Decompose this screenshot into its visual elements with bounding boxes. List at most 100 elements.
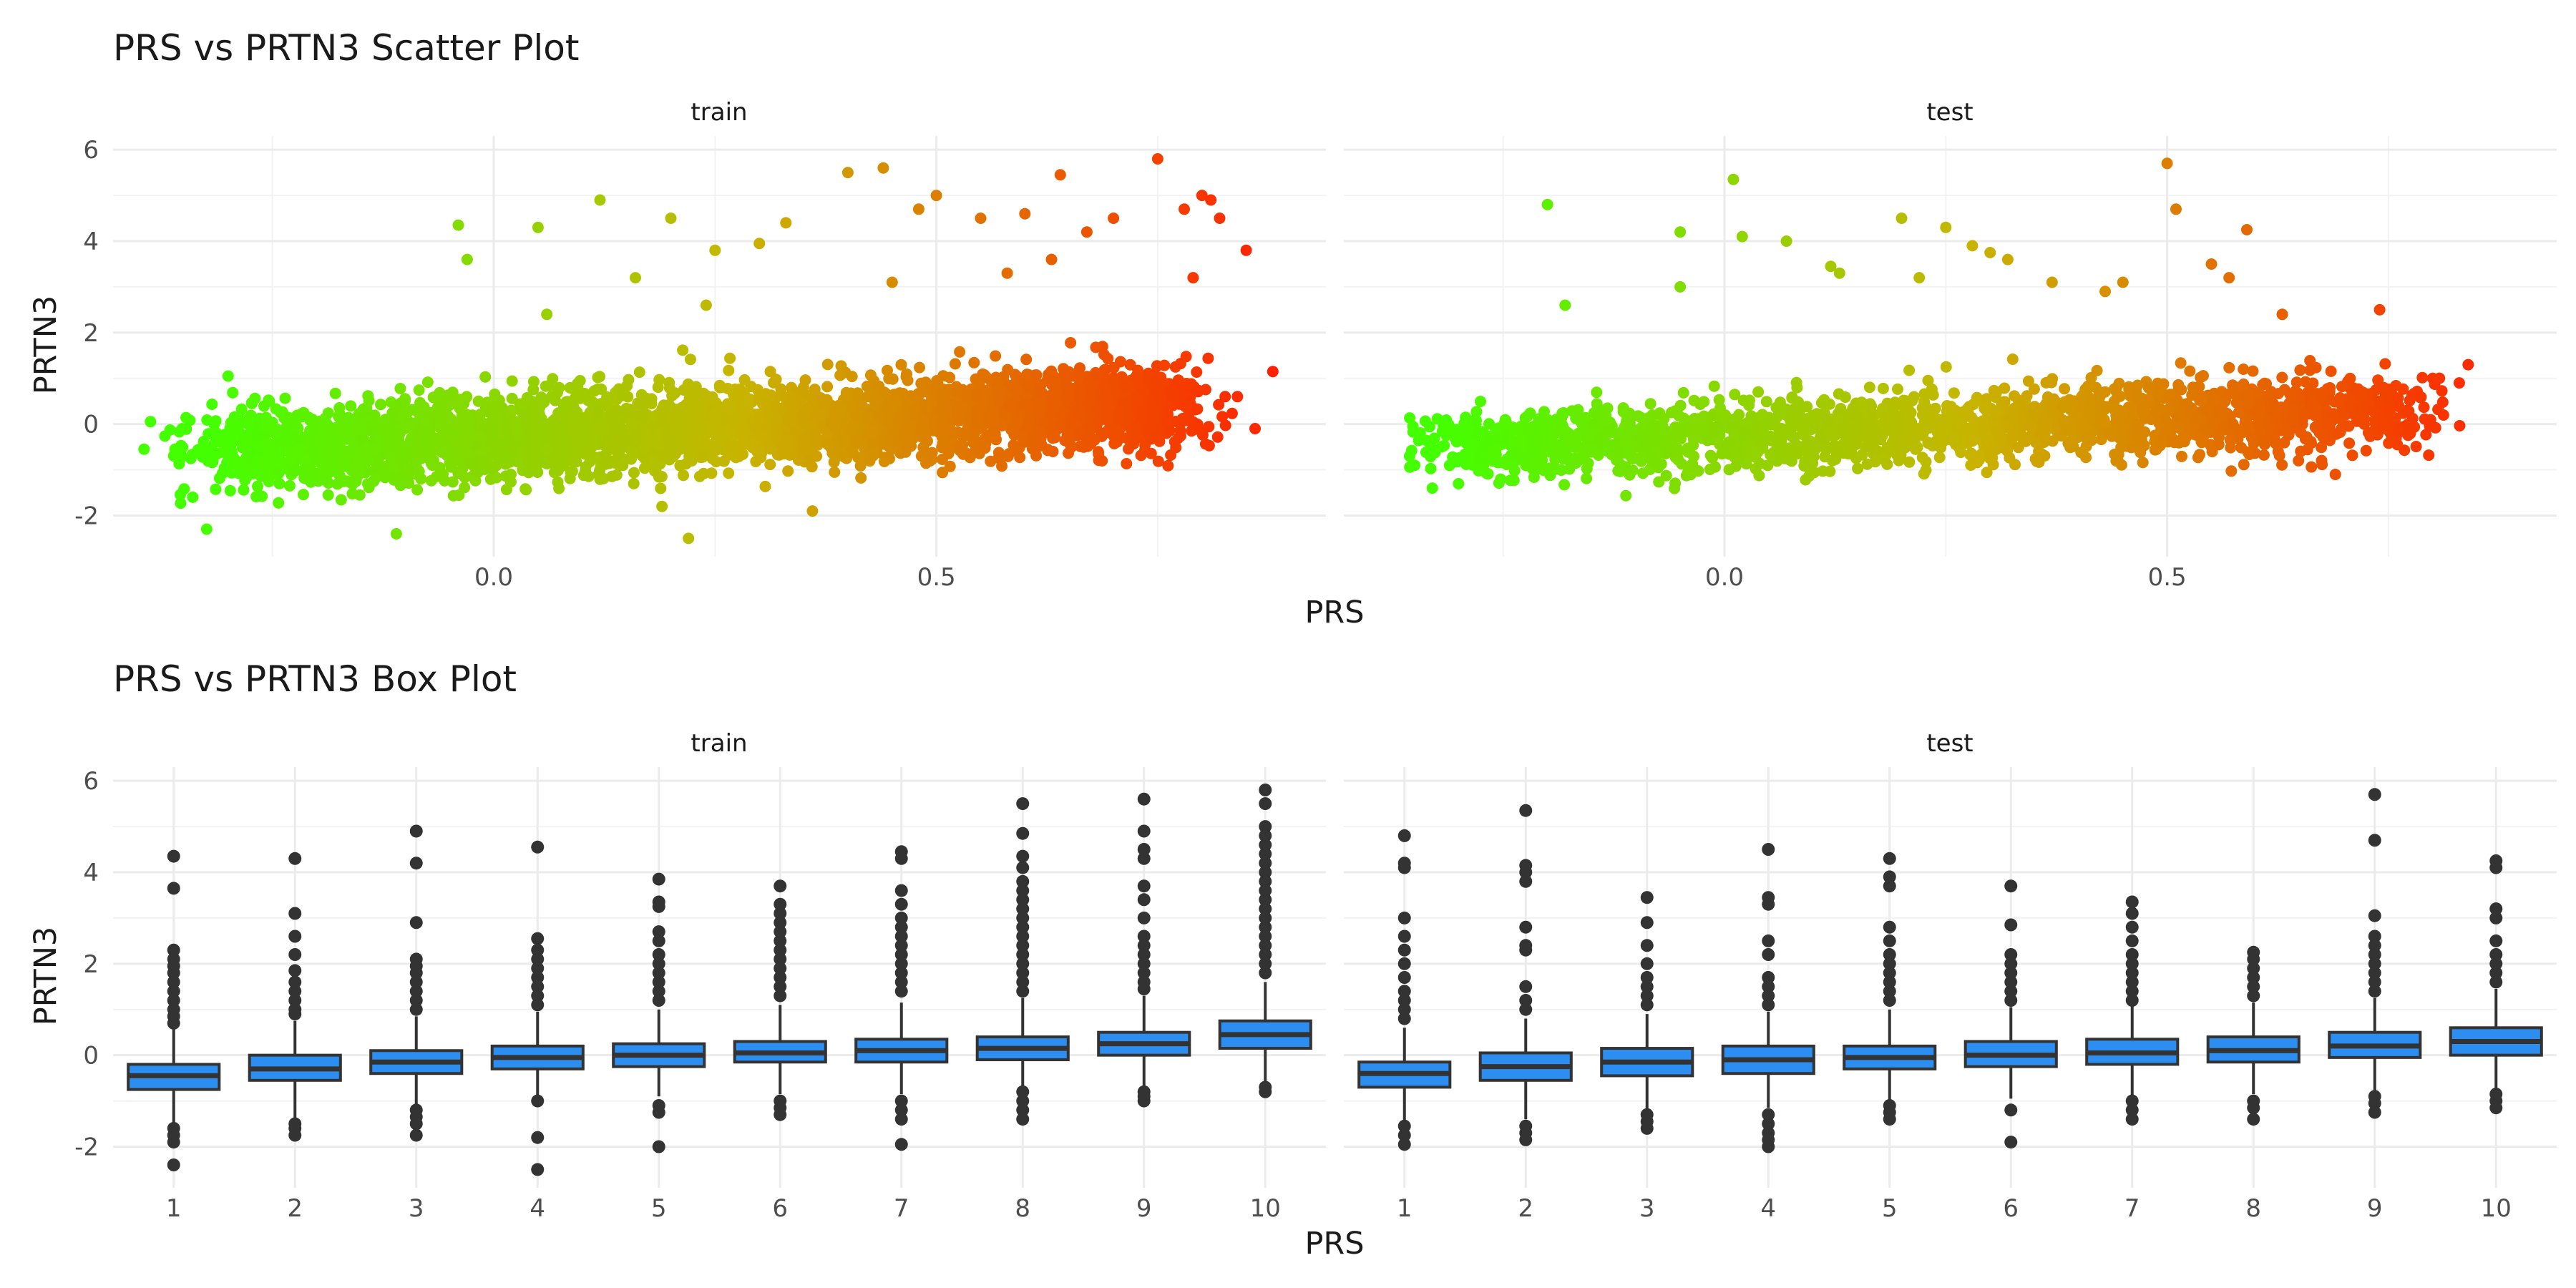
scatter-point xyxy=(207,456,219,468)
scatter-point xyxy=(882,364,893,376)
scatter-point xyxy=(2454,420,2466,431)
scatter-point xyxy=(1203,421,1215,433)
scatter-point xyxy=(554,452,566,464)
scatter-point xyxy=(2022,375,2034,387)
scatter-plot-area-train xyxy=(113,136,1326,557)
scatter-point xyxy=(764,366,776,378)
scatter-point xyxy=(385,396,397,408)
scatter-point xyxy=(1149,430,1161,442)
scatter-point xyxy=(990,350,1002,362)
scatter-point xyxy=(471,455,482,467)
scatter-point xyxy=(1249,423,1261,434)
scatter-point xyxy=(403,452,415,464)
scatter-facet-label-train: train xyxy=(691,98,747,127)
scatter-point xyxy=(839,451,850,463)
scatter-point xyxy=(472,467,484,479)
scatter-point xyxy=(447,489,459,502)
scatter-point xyxy=(228,420,240,432)
scatter-point xyxy=(878,456,890,467)
scatter-point xyxy=(1653,476,1665,488)
scatter-point xyxy=(639,462,650,474)
scatter-point xyxy=(1591,386,1603,399)
scatter-point xyxy=(425,457,437,469)
scatter-point xyxy=(1191,366,1203,378)
scatter-point xyxy=(553,381,565,394)
scatter-point xyxy=(1091,369,1103,381)
scatter-point xyxy=(987,406,999,419)
scatter-point xyxy=(487,401,499,414)
scatter-point xyxy=(415,452,427,464)
scatter-point xyxy=(930,190,942,202)
scatter-point xyxy=(317,435,329,447)
scatter-point xyxy=(532,467,544,478)
scatter-point xyxy=(218,431,230,444)
scatter-point xyxy=(1760,396,1772,408)
scatter-point xyxy=(821,358,834,371)
scatter-point xyxy=(1145,447,1157,459)
scatter-point xyxy=(335,494,347,506)
scatter-point xyxy=(1205,194,1217,206)
scatter-point xyxy=(1226,407,1238,419)
scatter-point xyxy=(1892,383,1903,395)
scatter-point xyxy=(887,373,899,385)
scatter-point xyxy=(260,411,272,424)
scatter-point xyxy=(687,431,699,442)
scatter-point xyxy=(367,426,379,438)
scatter-point xyxy=(1155,380,1167,392)
scatter-point xyxy=(726,441,738,453)
scatter-point xyxy=(227,386,239,399)
scatter-point xyxy=(273,477,286,489)
scatter-point xyxy=(950,386,962,398)
scatter-point xyxy=(915,377,927,389)
scatter-point xyxy=(1037,416,1049,429)
scatter-point xyxy=(474,409,486,421)
scatter-point xyxy=(940,424,952,436)
scatter-point xyxy=(394,428,406,440)
scatter-point xyxy=(778,448,790,459)
scatter-point xyxy=(1181,378,1193,389)
scatter-point xyxy=(683,416,696,428)
scatter-point xyxy=(1151,153,1163,165)
scatter-point xyxy=(739,438,751,450)
scatter-point xyxy=(1108,213,1120,224)
scatter-point xyxy=(322,407,334,419)
scatter-point xyxy=(245,409,257,421)
scatter-point xyxy=(401,474,414,487)
scatter-point xyxy=(1475,396,1486,407)
scatter-point xyxy=(2238,459,2250,471)
scatter-point xyxy=(384,451,396,463)
scatter-point xyxy=(937,467,949,479)
scatter-point xyxy=(683,532,695,545)
scatter-point xyxy=(666,390,678,401)
scatter-point xyxy=(682,378,694,390)
scatter-point xyxy=(856,437,868,449)
scatter-point xyxy=(175,497,187,509)
scatter-point xyxy=(606,470,618,482)
scatter-point xyxy=(1708,380,1720,392)
scatter-point xyxy=(809,435,821,447)
scatter-point xyxy=(306,431,318,444)
scatter-point xyxy=(535,452,547,464)
scatter-point xyxy=(770,374,782,386)
scatter-point xyxy=(288,416,301,429)
scatter-point xyxy=(722,383,734,394)
scatter-point xyxy=(368,475,380,487)
scatter-point xyxy=(796,416,808,427)
scatter-point xyxy=(1214,213,1226,224)
scatter-point xyxy=(159,430,171,442)
scatter-point xyxy=(1164,386,1176,398)
scatter-point xyxy=(302,411,314,423)
scatter-point xyxy=(520,411,532,424)
scatter-point xyxy=(2040,376,2052,389)
scatter-point xyxy=(587,396,599,408)
scatter-point xyxy=(900,419,912,430)
scatter-point xyxy=(633,404,645,416)
scatter-point xyxy=(420,416,432,429)
scatter-point xyxy=(1145,411,1157,423)
scatter-point xyxy=(821,381,834,393)
scatter-point xyxy=(1033,441,1045,452)
scatter-point xyxy=(169,443,181,455)
scatter-point xyxy=(954,346,966,358)
scatter-point xyxy=(570,428,582,440)
scatter-point xyxy=(1219,419,1231,431)
